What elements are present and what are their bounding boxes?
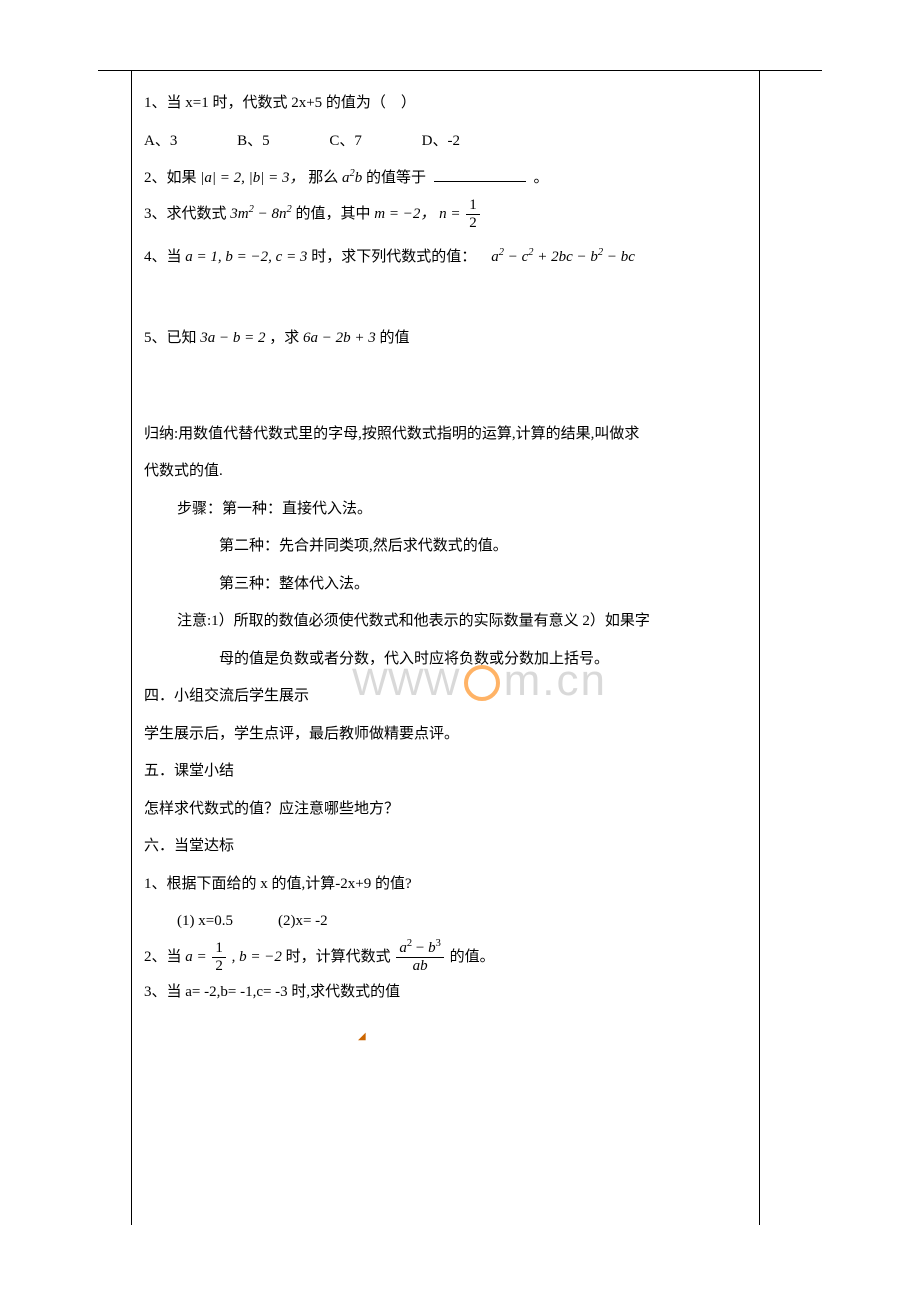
section-6-title: 六．当堂达标 [144, 828, 747, 866]
problem-2: 2、当 a = 1 2 , b = −2 时，计算代数式 a2 − b3 ab … [144, 941, 747, 974]
note-line-1: 注意:1）所取的数值必须使代数式和他表示的实际数量有意义 2）如果字 [144, 603, 747, 641]
section-4-title: 四．小组交流后学生展示 [144, 678, 747, 716]
right-margin-column [760, 71, 822, 1225]
question-3: 3、求代数式 3m2 − 8n2 的值，其中 m = −2， n = 1 2 [144, 198, 747, 231]
page-frame: WWWm.cn 1、当 x=1 时，代数式 2x+5 的值为（ ） A、3 B、… [98, 70, 822, 1225]
option-b: B、5 [237, 123, 270, 161]
summary-line-2: 代数式的值. [144, 453, 747, 491]
step-3: 第三种：整体代入法。 [144, 566, 747, 604]
edit-mark-icon: ◢ [358, 1031, 366, 1039]
problem-1: 1、根据下面给的 x 的值,计算-2x+9 的值? [144, 866, 747, 904]
main-content-column: WWWm.cn 1、当 x=1 时，代数式 2x+5 的值为（ ） A、3 B、… [132, 71, 760, 1225]
option-a: A、3 [144, 123, 177, 161]
question-2: 2、如果 |a| = 2, |b| = 3， 那么 a2b 的值等于 。 [144, 160, 747, 198]
note-line-2: 母的值是负数或者分数，代入时应将负数或分数加上括号。 [144, 641, 747, 679]
question-1-stem: 1、当 x=1 时，代数式 2x+5 的值为（ ） [144, 85, 747, 123]
option-d: D、-2 [422, 123, 460, 161]
problem-3: 3、当 a= -2,b= -1,c= -3 时,求代数式的值 [144, 974, 747, 1012]
step-2: 第二种：先合并同类项,然后求代数式的值。 [144, 528, 747, 566]
problem-1-subs: (1) x=0.5 (2)x= -2 [144, 903, 747, 941]
fraction-a: 1 2 [212, 941, 226, 974]
fraction-half: 1 2 [466, 198, 480, 231]
option-c: C、7 [329, 123, 362, 161]
left-margin-column [98, 71, 132, 1225]
fraction-expr: a2 − b3 ab [396, 941, 443, 974]
summary-line-1: 归纳:用数值代替代数式里的字母,按照代数式指明的运算,计算的结果,叫做求 [144, 416, 747, 454]
section-4-body: 学生展示后，学生点评，最后教师做精要点评。 [144, 716, 747, 754]
steps-label: 步骤：第一种：直接代入法。 [144, 491, 747, 529]
section-5-body: 怎样求代数式的值？应注意哪些地方？ [144, 791, 747, 829]
question-4: 4、当 a = 1, b = −2, c = 3 时，求下列代数式的值： a2 … [144, 239, 747, 277]
section-5-title: 五．课堂小结 [144, 753, 747, 791]
question-1-options: A、3 B、5 C、7 D、-2 [144, 123, 747, 161]
question-5: 5、已知 3a − b = 2 ，求 6a − 2b + 3 的值 [144, 320, 747, 358]
fill-blank [434, 167, 526, 182]
